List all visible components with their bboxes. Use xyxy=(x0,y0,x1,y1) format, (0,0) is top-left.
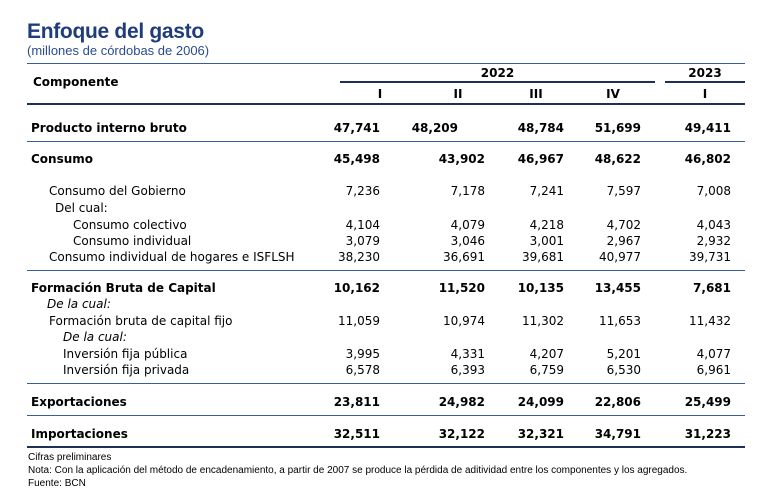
row-label: Inversión fija pública xyxy=(63,347,188,361)
year-2022-rule xyxy=(340,81,655,83)
row-label: Del cual: xyxy=(55,201,108,215)
cell: 32,122 xyxy=(438,427,485,441)
cell: 49,411 xyxy=(684,121,731,135)
cell: 10,135 xyxy=(517,281,564,295)
cell: 39,681 xyxy=(522,250,564,264)
page-subtitle: (millones de córdobas de 2006) xyxy=(27,43,210,58)
cell: 11,302 xyxy=(522,314,564,328)
row-rule xyxy=(27,383,745,384)
row-label: De la cual: xyxy=(63,330,127,344)
cell: 7,241 xyxy=(529,184,564,198)
cell: 34,791 xyxy=(594,427,641,441)
cell: 6,961 xyxy=(696,363,731,377)
year-2023-rule xyxy=(665,81,745,83)
footnote-source: Fuente: BCN xyxy=(28,478,86,489)
cell: 4,207 xyxy=(529,347,564,361)
cell: 6,578 xyxy=(345,363,380,377)
cell: 7,178 xyxy=(450,184,485,198)
cell: 47,741 xyxy=(333,121,380,135)
cell: 48,784 xyxy=(517,121,564,135)
cell: 38,230 xyxy=(338,250,380,264)
cell: 4,079 xyxy=(450,218,485,232)
row-label: Consumo individual de hogares e ISFLSH xyxy=(49,250,295,264)
quarter-header: III xyxy=(529,87,543,101)
quarter-header: IV xyxy=(606,87,620,101)
row-label: Consumo del Gobierno xyxy=(49,184,186,198)
cell: 11,653 xyxy=(599,314,641,328)
cell: 4,702 xyxy=(606,218,641,232)
bottom-rule xyxy=(27,446,745,448)
year-2023-header: 2023 xyxy=(688,66,722,80)
row-label: Formación bruta de capital fijo xyxy=(49,314,233,328)
cell: 3,079 xyxy=(345,234,380,248)
cell: 4,218 xyxy=(529,218,564,232)
row-rule xyxy=(27,270,745,271)
cell: 39,731 xyxy=(689,250,731,264)
cell: 4,077 xyxy=(696,347,731,361)
quarter-header: II xyxy=(453,87,463,101)
cell: 32,511 xyxy=(333,427,380,441)
cell: 6,530 xyxy=(606,363,641,377)
row-label: Inversión fija privada xyxy=(63,363,190,377)
cell: 10,974 xyxy=(443,314,485,328)
cell: 13,455 xyxy=(594,281,641,295)
cell: 3,046 xyxy=(450,234,485,248)
cell: 6,393 xyxy=(450,363,485,377)
cell: 32,321 xyxy=(517,427,564,441)
cell: 7,008 xyxy=(696,184,731,198)
cell: 46,967 xyxy=(517,152,564,166)
cell: 7,681 xyxy=(693,281,731,295)
footnote-note: Nota: Con la aplicación del método de en… xyxy=(28,465,688,476)
cell: 24,099 xyxy=(517,395,564,409)
row-label: Consumo xyxy=(31,152,94,166)
row-label: Producto interno bruto xyxy=(31,121,187,135)
row-label: Consumo colectivo xyxy=(73,218,187,232)
cell: 48,622 xyxy=(594,152,641,166)
cell: 45,498 xyxy=(333,152,380,166)
cell: 6,759 xyxy=(529,363,564,377)
cell: 4,331 xyxy=(450,347,485,361)
quarter-header: I xyxy=(377,87,383,101)
row-label: Formación Bruta de Capital xyxy=(31,281,216,295)
cell: 31,223 xyxy=(684,427,731,441)
cell: 5,201 xyxy=(606,347,641,361)
component-header: Componente xyxy=(33,75,119,89)
cell: 11,432 xyxy=(689,314,731,328)
cell: 3,001 xyxy=(529,234,564,248)
page-title: Enfoque del gasto xyxy=(27,20,204,43)
year-2022-header: 2022 xyxy=(480,66,515,80)
cell: 24,982 xyxy=(438,395,485,409)
cell: 7,236 xyxy=(345,184,380,198)
cell: 7,597 xyxy=(606,184,641,198)
row-rule xyxy=(27,141,745,142)
quarter-header: I xyxy=(702,87,708,101)
footnote-preliminary: Cifras preliminares xyxy=(28,452,112,463)
cell: 4,043 xyxy=(696,218,731,232)
cell: 22,806 xyxy=(594,395,641,409)
cell: 51,699 xyxy=(594,121,641,135)
top-rule xyxy=(27,63,745,64)
cell: 11,520 xyxy=(438,281,485,295)
row-label: Consumo individual xyxy=(73,234,192,248)
cell: 46,802 xyxy=(684,152,731,166)
cell: 40,977 xyxy=(599,250,641,264)
row-rule xyxy=(27,415,745,416)
cell: 10,162 xyxy=(333,281,380,295)
cell: 25,499 xyxy=(684,395,731,409)
cell: 3,995 xyxy=(345,347,380,361)
cell: 2,932 xyxy=(696,234,731,248)
cell: 11,059 xyxy=(338,314,380,328)
cell: 2,967 xyxy=(606,234,641,248)
row-label: De la cual: xyxy=(47,297,111,311)
row-label: Exportaciones xyxy=(31,395,127,409)
cell: 36,691 xyxy=(443,250,485,264)
cell: 43,902 xyxy=(438,152,485,166)
cell: 23,811 xyxy=(333,395,380,409)
row-label: Importaciones xyxy=(31,427,128,441)
cell: 4,104 xyxy=(345,218,380,232)
header-rule xyxy=(27,103,745,105)
cell: 48,209 xyxy=(411,121,458,135)
